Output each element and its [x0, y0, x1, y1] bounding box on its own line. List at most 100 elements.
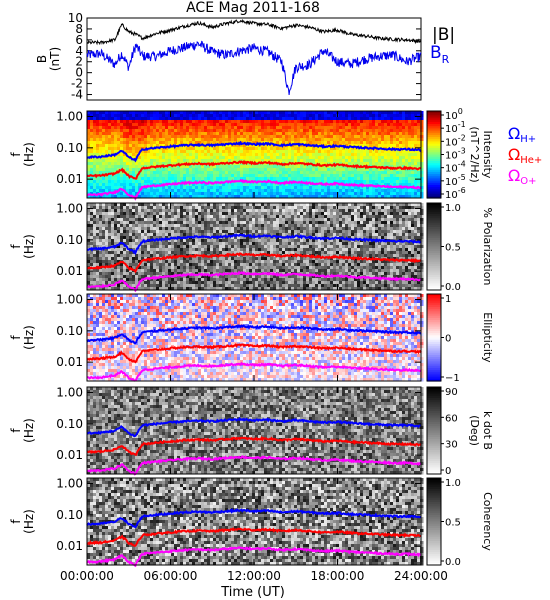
spectrogram-cell — [168, 227, 172, 231]
spectrogram-cell — [237, 114, 241, 118]
spectrogram-cell — [150, 209, 154, 213]
spectrogram-cell — [156, 263, 160, 267]
spectrogram-cell — [291, 138, 295, 142]
spectrogram-cell — [147, 129, 151, 133]
spectrogram-cell — [90, 272, 94, 276]
spectrogram-cell — [399, 117, 403, 121]
spectrogram-cell — [102, 117, 106, 121]
spectrogram-cell — [372, 135, 376, 139]
spectrogram-cell — [264, 138, 268, 142]
spectrogram-cell — [114, 132, 118, 136]
spectrogram-cell — [363, 111, 367, 115]
spectrogram-cell — [126, 233, 130, 237]
spectrogram-cell — [231, 129, 235, 133]
spectrogram-cell — [162, 263, 166, 267]
spectrogram-cell — [351, 147, 355, 151]
spectrogram-cell — [204, 230, 208, 234]
spectrogram-cell — [114, 224, 118, 228]
spectrogram-cell — [108, 147, 112, 151]
spectrogram-cell — [120, 230, 124, 234]
spectrogram-cell — [162, 192, 166, 196]
spectrogram-cell — [300, 150, 304, 154]
spectrogram-cell — [87, 117, 91, 121]
spectrogram-cell — [99, 162, 103, 166]
spectrogram-cell — [147, 177, 151, 181]
spectrogram-cell — [309, 156, 313, 160]
spectrogram-cell — [252, 215, 256, 219]
spectrogram-cell — [240, 168, 244, 172]
spectrogram-cell — [348, 147, 352, 151]
spectrogram-cell — [87, 147, 91, 151]
spectrogram-cell — [225, 186, 229, 190]
spectrogram-cell — [405, 117, 409, 121]
spectrogram-cell — [186, 129, 190, 133]
spectrogram-cell — [222, 251, 226, 255]
spectrogram-cell — [255, 195, 259, 199]
spectrogram-cell — [351, 156, 355, 160]
spectrogram-cell — [369, 117, 373, 121]
spectrogram-cell — [189, 242, 193, 246]
spectrogram-cell — [216, 245, 220, 249]
spectrogram-cell — [132, 126, 136, 130]
spectrogram-cell — [189, 221, 193, 225]
spectrogram-cell — [285, 117, 289, 121]
spectrogram-cell — [315, 171, 319, 175]
spectrogram-cell — [207, 195, 211, 199]
colorbar-segment — [427, 184, 441, 188]
spectrogram-cell — [117, 284, 121, 288]
spectrogram-cell — [174, 209, 178, 213]
spectrogram-cell — [87, 189, 91, 193]
spectrogram-cell — [168, 132, 172, 136]
spectrogram-cell — [162, 135, 166, 139]
spectrogram-cell — [123, 186, 127, 190]
spectrogram-cell — [156, 266, 160, 270]
spectrogram-cell — [105, 132, 109, 136]
spectrogram-cell — [414, 165, 418, 169]
spectrogram-cell — [144, 180, 148, 184]
spectrogram-cell — [399, 135, 403, 139]
spectrogram-cell — [129, 269, 133, 273]
spectrogram-cell — [135, 233, 139, 237]
spectrogram-cell — [117, 138, 121, 142]
spectrogram-cell — [258, 192, 262, 196]
spectrogram-cell — [177, 230, 181, 234]
spectrogram-cell — [327, 129, 331, 133]
spectrogram-cell — [390, 195, 394, 199]
spectrogram-cell — [234, 186, 238, 190]
spectrogram-cell — [408, 117, 412, 121]
spectrogram-cell — [396, 174, 400, 178]
spectrogram-cell — [288, 159, 292, 163]
spectrogram-cell — [171, 192, 175, 196]
spectrogram-cell — [150, 177, 154, 181]
spectrogram-cell — [354, 147, 358, 151]
spectrogram-cell — [120, 138, 124, 142]
spectrogram-cell — [102, 209, 106, 213]
spectrogram-cell — [276, 171, 280, 175]
spectrogram-cell — [93, 218, 97, 222]
spectrogram-cell — [156, 174, 160, 178]
spectrogram-cell — [243, 123, 247, 127]
y-axis-label: f(Hz) — [9, 142, 36, 167]
spectrogram-cell — [309, 150, 313, 154]
spectrogram-cell — [141, 195, 145, 199]
spectrogram-cell — [177, 218, 181, 222]
spectrogram-cell — [390, 117, 394, 121]
spectrogram-cell — [390, 111, 394, 115]
spectrogram-cell — [342, 138, 346, 142]
spectrogram-cell — [306, 159, 310, 163]
spectrogram-cell — [141, 272, 145, 276]
spectrogram-cell — [174, 245, 178, 249]
spectrogram-cell — [183, 159, 187, 163]
spectrogram-cell — [276, 192, 280, 196]
spectrogram-cell — [210, 215, 214, 219]
spectrogram-cell — [282, 174, 286, 178]
spectrogram-cell — [150, 180, 154, 184]
spectrogram-cell — [186, 195, 190, 199]
spectrogram-cell — [417, 141, 421, 145]
spectrogram-cell — [219, 263, 223, 267]
spectrogram-cell — [111, 126, 115, 130]
spectrogram-cell — [90, 147, 94, 151]
spectrogram-cell — [351, 123, 355, 127]
spectrogram-cell — [105, 186, 109, 190]
spectrogram-cell — [90, 189, 94, 193]
